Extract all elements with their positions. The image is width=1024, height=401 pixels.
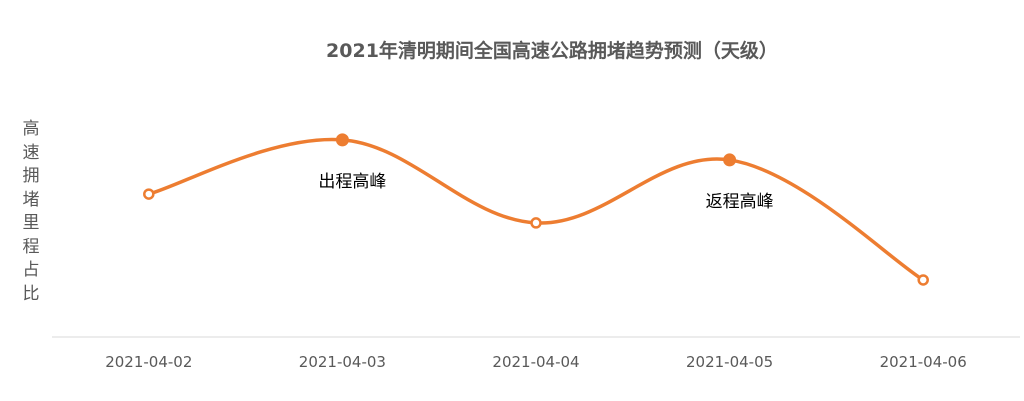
chart-title: 2021年清明期间全国高速公路拥堵趋势预测（天级） (326, 40, 778, 62)
x-tick-label: 2021-04-05 (686, 353, 773, 371)
annotation-label: 出程高峰 (318, 172, 386, 192)
x-tick-label: 2021-04-03 (299, 353, 386, 371)
annotation-label: 返程高峰 (706, 192, 774, 212)
highlighted-data-point (723, 153, 737, 167)
data-point (530, 217, 542, 229)
x-tick-label: 2021-04-04 (492, 353, 579, 371)
x-tick-label: 2021-04-02 (105, 353, 192, 371)
series-line (148, 137, 925, 282)
data-point (143, 188, 155, 200)
highlighted-data-point (335, 133, 349, 147)
x-tick-label: 2021-04-06 (880, 353, 967, 371)
y-axis-label: 高速拥堵里程占比 (22, 119, 40, 304)
data-point (917, 274, 929, 286)
